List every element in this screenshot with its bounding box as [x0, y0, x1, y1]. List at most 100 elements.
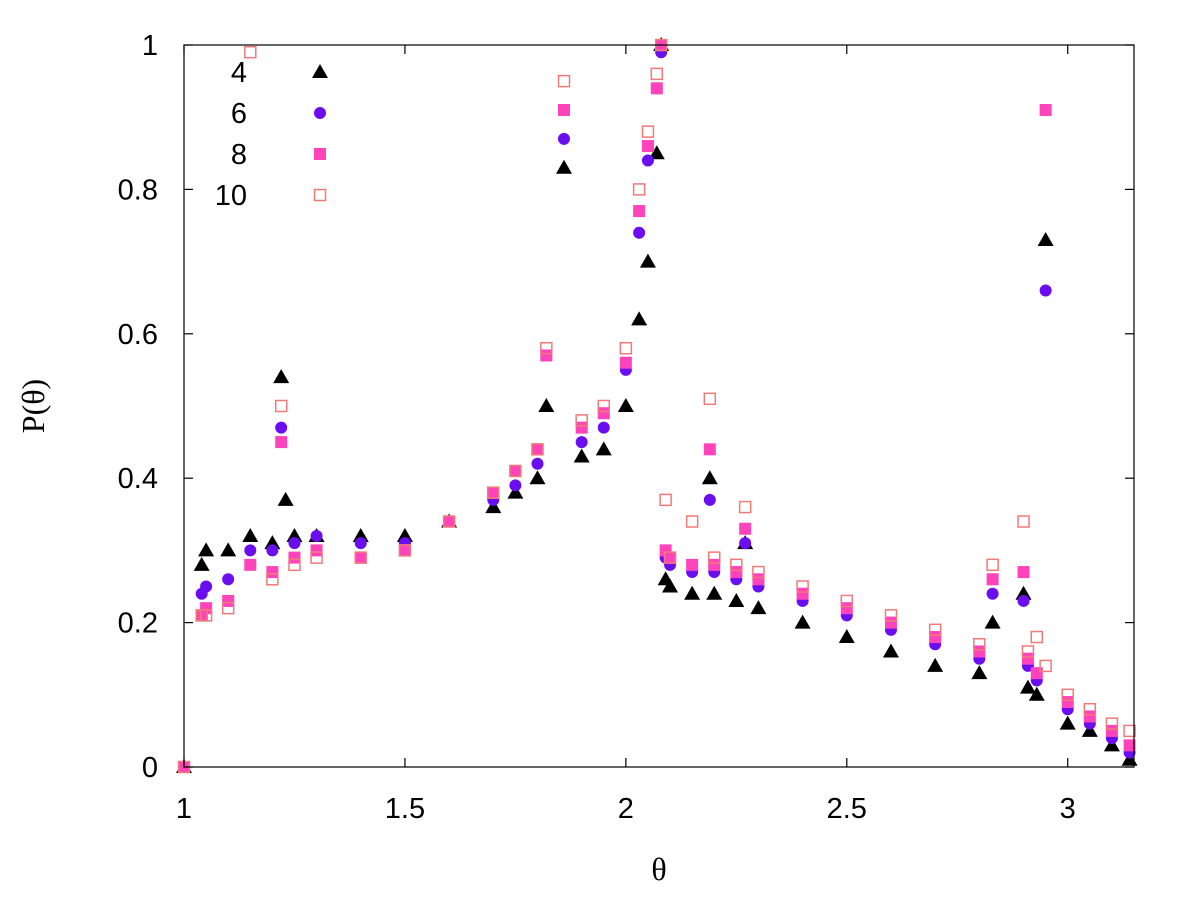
data-point [662, 578, 679, 593]
data-point [796, 587, 809, 600]
legend-marker [314, 148, 326, 160]
data-point [244, 558, 257, 571]
data-point [1105, 717, 1119, 730]
data-point [928, 623, 942, 637]
data-point [684, 585, 701, 600]
data-point [1021, 652, 1034, 665]
data-point [597, 399, 611, 413]
data-point [1028, 686, 1045, 701]
data-point [595, 441, 612, 456]
data-point [1030, 630, 1044, 644]
data-point [617, 398, 634, 412]
data-point [507, 484, 524, 499]
data-point [1105, 724, 1118, 737]
data-point [738, 500, 752, 514]
y-tick-label: 0 [142, 752, 158, 784]
data-point [633, 226, 646, 239]
data-point [193, 556, 210, 571]
data-point [641, 140, 654, 153]
data-point [1039, 659, 1052, 673]
data-point [266, 573, 279, 586]
data-point [838, 629, 855, 644]
data-point [575, 414, 588, 427]
data-point [274, 399, 288, 413]
data-point [277, 491, 294, 506]
data-point [442, 515, 456, 528]
data-point [487, 486, 500, 499]
data-point [557, 74, 571, 88]
data-point [986, 558, 999, 572]
data-point [244, 544, 257, 557]
data-point [703, 493, 716, 506]
data-point [1017, 566, 1030, 579]
data-point [264, 535, 281, 550]
data-point [739, 537, 752, 550]
data-point [531, 443, 544, 456]
data-point [198, 542, 215, 557]
data-point [664, 551, 677, 564]
data-point [220, 542, 237, 557]
legend-label: 4 [231, 57, 247, 89]
data-point [531, 457, 544, 470]
data-point [1083, 702, 1097, 716]
data-point [354, 551, 367, 564]
data-point [597, 421, 610, 434]
data-point [529, 470, 546, 485]
data-point [266, 544, 279, 557]
data-point [398, 544, 412, 557]
data-point [686, 558, 699, 571]
data-point [1061, 696, 1074, 709]
data-point [1123, 739, 1136, 752]
data-point [487, 486, 500, 499]
data-point [840, 594, 854, 608]
data-point [242, 527, 259, 542]
legend-marker [312, 64, 328, 78]
data-point [1123, 724, 1136, 738]
legend: 4 6 8 10 [215, 57, 328, 212]
data-point [796, 580, 809, 593]
data-point [310, 544, 323, 557]
data-point [266, 566, 279, 579]
data-point [752, 565, 765, 579]
data-point [984, 614, 1001, 629]
data-point [558, 103, 570, 116]
data-point [556, 159, 572, 174]
data-point [633, 205, 646, 218]
data-point [396, 527, 413, 542]
data-point [275, 436, 288, 449]
y-axis-label: P(θ) [15, 379, 51, 433]
data-point [352, 527, 369, 542]
data-point [986, 587, 999, 600]
data-point [1081, 722, 1098, 737]
data-point [485, 499, 502, 514]
legend-label: 8 [231, 139, 247, 171]
axis-ticks: 1 1.5 2 2.5 3 0 0.2 0.4 0.6 0.8 1 [118, 30, 1134, 825]
data-point [597, 407, 610, 420]
data-point [540, 341, 553, 355]
data-point [659, 493, 672, 507]
data-point [1039, 103, 1052, 116]
data-point [685, 515, 699, 528]
data-point [273, 369, 290, 384]
data-point [641, 154, 654, 167]
data-point [244, 45, 257, 59]
x-tick-label: 2 [618, 793, 634, 825]
x-axis-label: θ [651, 851, 666, 887]
plot-frame [183, 44, 1135, 768]
data-point [927, 657, 944, 672]
legend-marker [314, 107, 326, 119]
data-point [730, 558, 743, 572]
data-point [354, 537, 367, 550]
data-point [538, 398, 555, 412]
data-point [398, 544, 411, 557]
data-point [884, 616, 897, 629]
data-point [575, 421, 588, 434]
data-point [1015, 585, 1032, 600]
data-point [929, 631, 942, 644]
x-tick-label: 1 [176, 793, 192, 825]
data-point [540, 349, 553, 362]
data-point [1021, 645, 1035, 658]
data-point [1037, 231, 1054, 246]
data-point [703, 443, 716, 456]
data-point [1103, 737, 1120, 752]
